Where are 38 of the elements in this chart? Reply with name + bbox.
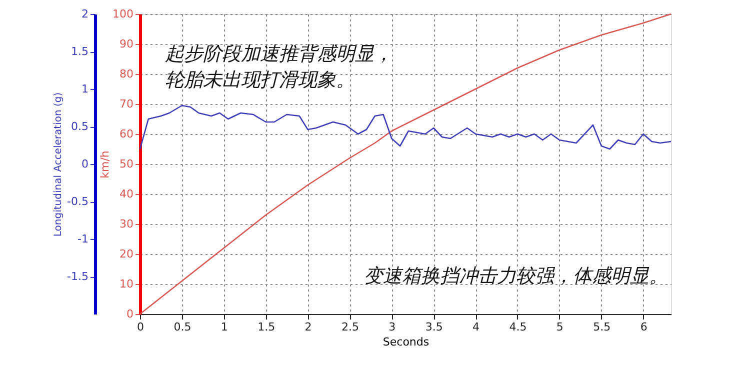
x-tick-label: 5.5 xyxy=(593,320,611,334)
x-tick-label: 0 xyxy=(137,320,144,334)
x-tick-label: 5 xyxy=(556,320,564,334)
y-tick-label: 60 xyxy=(120,128,134,140)
x-tick-label: 1.5 xyxy=(258,320,276,334)
y2-tick-label: 1.5 xyxy=(71,45,88,58)
annotation: 变速箱换挡冲击力较强，体感明显。 xyxy=(364,265,668,287)
y-tick-label: 40 xyxy=(120,188,134,200)
y-tick-label: 80 xyxy=(120,68,134,80)
y-tick-label: 50 xyxy=(120,158,134,170)
y-tick-label: 70 xyxy=(120,98,134,110)
y2-tick-label: 2 xyxy=(82,8,88,20)
y2-tick-label: 0 xyxy=(82,158,88,170)
x-axis-title: Seconds xyxy=(382,336,430,348)
x-tick-label: 3 xyxy=(388,320,396,334)
y-axis-title: km/h xyxy=(98,150,112,178)
x-tick-label: 2.5 xyxy=(341,320,359,334)
x-tick-label: 1 xyxy=(220,320,228,334)
x-tick-label: 0.5 xyxy=(174,320,192,334)
y2-axis-title: Longitudinal Acceleration (g) xyxy=(53,92,64,237)
y-tick-label: 100 xyxy=(112,8,134,20)
x-tick-label: 6 xyxy=(640,320,648,334)
y-tick-label: 30 xyxy=(120,218,134,230)
y2-tick-label: -1 xyxy=(78,232,88,246)
x-tick-label: 3.5 xyxy=(425,320,443,334)
x-tick-label: 4 xyxy=(472,320,480,334)
annotation: 起步阶段加速推背感明显，轮胎未出现打滑现象。 xyxy=(165,43,393,91)
y-tick-label: 0 xyxy=(126,308,134,320)
y2-tick-label: 0.5 xyxy=(71,120,88,133)
y2-tick-label: -0.5 xyxy=(67,195,88,208)
y-tick-label: 20 xyxy=(120,248,134,260)
x-tick-label: 2 xyxy=(304,320,312,334)
y-tick-label: 10 xyxy=(120,278,134,290)
x-tick-label: 4.5 xyxy=(509,320,527,334)
y-tick-label: 90 xyxy=(120,38,134,50)
y2-tick-label: 1 xyxy=(82,82,88,96)
y2-tick-label: -1.5 xyxy=(67,270,88,283)
line-series xyxy=(139,104,672,150)
